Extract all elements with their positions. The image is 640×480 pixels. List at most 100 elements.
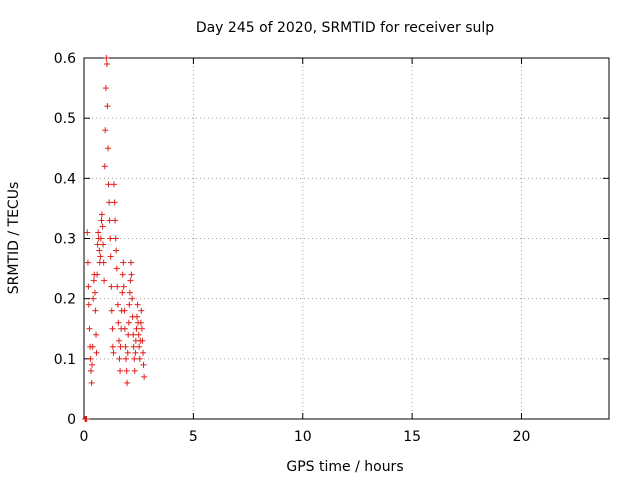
data-point [85, 301, 92, 308]
data-point [131, 367, 138, 374]
data-point [136, 343, 143, 350]
data-point [107, 253, 114, 260]
x-tick-label: 0 [80, 429, 89, 445]
data-point [113, 265, 120, 272]
data-point [116, 355, 123, 362]
data-point [129, 295, 136, 302]
data-point [98, 211, 105, 218]
data-point [134, 301, 141, 308]
data-point [136, 355, 143, 362]
data-point [94, 271, 101, 278]
data-point [121, 325, 128, 332]
data-point [100, 241, 107, 248]
y-tick-label: 0.1 [54, 352, 76, 368]
data-point [85, 283, 92, 290]
data-point [138, 307, 145, 314]
data-point [139, 337, 146, 344]
data-point [94, 241, 101, 248]
data-point [92, 307, 99, 314]
data-point [130, 331, 137, 338]
data-point [135, 331, 142, 338]
data-point [103, 55, 110, 61]
data-point [112, 235, 119, 242]
data-point [84, 259, 91, 266]
data-point [125, 319, 132, 326]
data-point [110, 349, 117, 356]
data-point [102, 85, 109, 92]
data-point [86, 325, 93, 332]
ticks: 0 0.1 0.2 0.3 0.4 0.5 0.6 0 5 10 15 20 [54, 51, 609, 445]
data-point [100, 259, 107, 266]
data-point [88, 367, 94, 374]
x-tick-label: 5 [189, 429, 198, 445]
data-point [90, 295, 97, 302]
data-point [122, 343, 129, 350]
data-point [140, 361, 147, 368]
data-point [97, 235, 104, 242]
data-point [120, 283, 127, 290]
data-point [84, 229, 91, 236]
data-point [101, 163, 108, 170]
data-point [132, 349, 139, 356]
grid [84, 58, 609, 419]
data-point [105, 145, 112, 152]
data-point [98, 217, 105, 224]
y-tick-label: 0.4 [54, 171, 76, 187]
data-point [112, 217, 119, 224]
y-tick-label: 0.6 [54, 51, 76, 67]
data-point [90, 277, 97, 284]
data-point [141, 373, 148, 380]
data-point [124, 349, 131, 356]
data-point [130, 343, 137, 350]
data-point [104, 103, 111, 110]
data-point [88, 379, 95, 386]
data-point [119, 271, 126, 278]
data-point [87, 355, 94, 362]
data-point [111, 199, 118, 206]
data-point [106, 199, 113, 206]
data-point [109, 325, 116, 332]
data-point [105, 181, 112, 188]
data-point [121, 307, 128, 314]
chart-title: Day 245 of 2020, SRMTID for receiver sul… [196, 20, 494, 36]
data-point [114, 301, 121, 308]
data-point [95, 229, 102, 236]
data-point [97, 253, 104, 260]
data-point [123, 355, 129, 362]
data-point [123, 367, 130, 374]
data-point [117, 343, 124, 350]
data-point [108, 307, 115, 314]
data-point [83, 416, 90, 422]
y-tick-label: 0.5 [54, 111, 76, 127]
data-point [115, 319, 122, 326]
plot-frame [83, 57, 610, 420]
data-point [107, 235, 114, 242]
y-tick-label: 0 [67, 412, 76, 428]
data-point [110, 181, 117, 188]
data-point [128, 271, 135, 278]
data-point [93, 349, 100, 356]
y-axis-label: SRMTID / TECUs [6, 182, 22, 295]
data-points [82, 55, 148, 422]
data-point [99, 223, 106, 230]
data-point [137, 319, 144, 326]
data-point [114, 283, 121, 290]
data-point [124, 379, 131, 386]
x-tick-label: 10 [294, 429, 312, 445]
data-point [108, 283, 115, 290]
data-point [120, 259, 127, 266]
data-point [91, 289, 98, 296]
data-point [113, 247, 120, 254]
data-point [119, 289, 126, 296]
data-point [89, 361, 96, 368]
data-point [102, 127, 109, 134]
data-point [116, 337, 122, 344]
data-point [133, 313, 140, 320]
data-point [93, 331, 100, 338]
data-point [117, 367, 124, 374]
data-point [96, 247, 103, 254]
data-point [126, 301, 133, 308]
y-tick-label: 0.3 [54, 232, 76, 248]
data-point [131, 355, 138, 362]
